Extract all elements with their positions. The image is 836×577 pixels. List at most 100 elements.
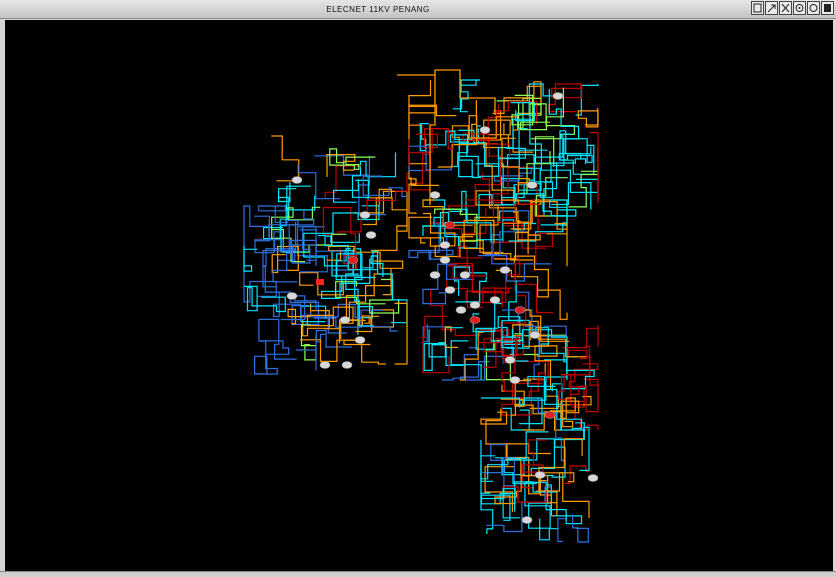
substation-marker[interactable] (526, 181, 538, 189)
substation-marker[interactable] (429, 271, 441, 279)
feeder-line (452, 262, 503, 308)
feeder-line (485, 210, 530, 256)
feeder-line (551, 182, 592, 210)
feeder-line (303, 205, 380, 267)
zoom-in-button[interactable] (793, 1, 806, 15)
feeder-network-map[interactable] (5, 20, 833, 571)
feeder-line (501, 380, 532, 407)
title-bar[interactable]: ELECNET 11KV PENANG (0, 0, 836, 19)
alarm-marker[interactable] (316, 279, 324, 285)
feeder-line (422, 263, 457, 305)
substation-marker[interactable] (469, 301, 481, 309)
substation-marker[interactable] (534, 471, 546, 479)
feeder-line (547, 83, 583, 113)
feeder-line (360, 309, 398, 332)
pan-button[interactable] (765, 1, 778, 15)
feeder-line (537, 289, 568, 320)
feeder-line (253, 340, 278, 375)
zoom-extent-button[interactable] (779, 1, 792, 15)
substation-marker[interactable] (429, 191, 441, 199)
substation-marker[interactable] (354, 336, 366, 344)
feeder-line (483, 295, 527, 357)
feeder-line (525, 327, 568, 380)
restore-button[interactable] (751, 1, 764, 15)
feeder-line (480, 411, 508, 425)
feeder-line (501, 199, 546, 217)
feeder-line (491, 234, 530, 326)
substation-marker[interactable] (319, 361, 331, 369)
feeder-line (577, 107, 599, 128)
feeder-line (492, 81, 542, 114)
feeder-line (538, 438, 583, 492)
substation-marker[interactable] (444, 221, 456, 229)
feeder-line (423, 327, 464, 371)
feeder-line (515, 309, 570, 342)
substation-marker[interactable] (444, 286, 456, 294)
substation-markers (286, 92, 599, 524)
feeder-line (485, 142, 533, 224)
feeder-line (243, 245, 258, 272)
feeder-line (501, 339, 523, 356)
zoom-in-icon (795, 4, 804, 12)
feeder-line (300, 324, 317, 361)
feeder-line (244, 285, 286, 313)
feeder-line (477, 255, 552, 282)
feeder-line (480, 492, 494, 534)
substation-marker[interactable] (291, 176, 303, 184)
zoom-out-button[interactable] (807, 1, 820, 15)
substation-marker[interactable] (509, 376, 521, 384)
feeder-line (295, 334, 317, 371)
feeder-line (271, 245, 299, 274)
feeder-line (408, 223, 440, 260)
substation-marker[interactable] (439, 241, 451, 249)
substation-marker[interactable] (514, 306, 526, 314)
feeder-line (243, 205, 270, 269)
substation-marker[interactable] (587, 474, 599, 482)
feeder-line (568, 349, 599, 409)
substation-marker[interactable] (521, 516, 533, 524)
feeder-line (292, 226, 317, 264)
substation-marker[interactable] (479, 126, 491, 134)
close-button[interactable] (821, 1, 834, 15)
substation-marker[interactable] (469, 316, 481, 324)
substation-marker[interactable] (365, 231, 377, 239)
feeder-line (459, 79, 480, 113)
substation-marker[interactable] (552, 92, 564, 100)
substation-marker[interactable] (347, 256, 359, 264)
feeder-line (545, 388, 586, 431)
substation-marker[interactable] (529, 331, 541, 339)
feeder-line (453, 266, 487, 303)
substation-marker[interactable] (341, 361, 353, 369)
substation-marker[interactable] (359, 211, 371, 219)
feeder-line (512, 211, 541, 241)
substation-marker[interactable] (455, 306, 467, 314)
substation-marker[interactable] (504, 356, 516, 364)
feeder-line (280, 204, 308, 253)
feeder-line (549, 397, 580, 419)
feeder-line (428, 329, 446, 358)
substation-marker[interactable] (499, 266, 511, 274)
feeder-line (354, 276, 376, 327)
feeder-line (523, 378, 559, 409)
substation-marker[interactable] (339, 316, 351, 324)
substation-marker[interactable] (459, 271, 471, 279)
feeder-line (430, 207, 487, 234)
feeder-line (478, 194, 513, 220)
substation-marker[interactable] (439, 256, 451, 264)
substation-marker[interactable] (286, 292, 298, 300)
network-map-canvas[interactable] (5, 20, 833, 571)
feeder-line (527, 376, 563, 405)
feeder-line (486, 486, 551, 533)
substation-marker[interactable] (489, 296, 501, 304)
feeder-trunk-line (397, 69, 496, 205)
feeder-line (514, 481, 557, 512)
feeder-lines (243, 69, 599, 543)
feeder-line (544, 158, 587, 183)
substation-marker[interactable] (544, 411, 556, 419)
feeder-line (394, 302, 408, 365)
feeder-line (306, 306, 354, 330)
feeder-line (481, 397, 543, 425)
feeder-line (450, 340, 482, 380)
feeder-line (365, 197, 408, 232)
